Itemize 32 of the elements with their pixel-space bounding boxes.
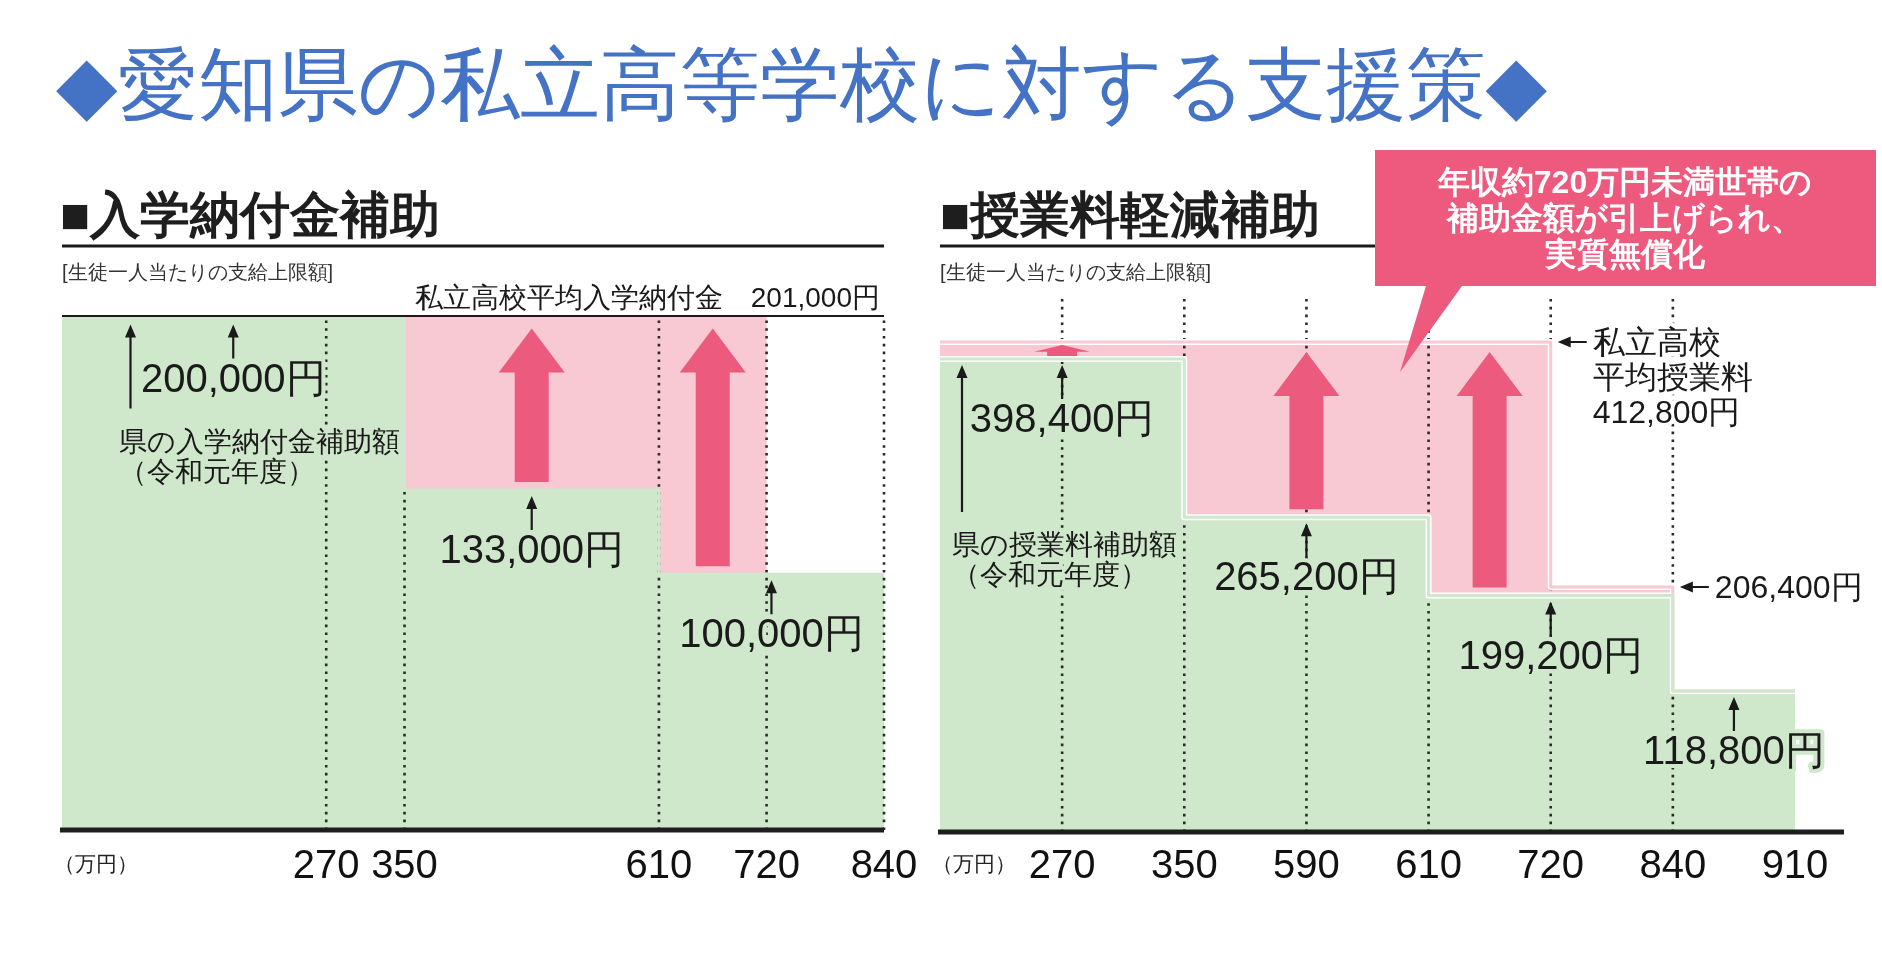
- x-tick-label: 350: [1150, 842, 1218, 886]
- data-label: 206,400円: [1714, 569, 1863, 605]
- data-label: 100,000円: [679, 611, 864, 656]
- x-tick-label: 720: [733, 842, 800, 886]
- data-label: 199,200円: [1458, 632, 1644, 677]
- text: 年収約720万円未満世帯の補助金額が引上げられ、実質無償化: [1436, 164, 1813, 272]
- x-tick-label: 840: [1639, 842, 1707, 886]
- x-tick-label: 270: [292, 842, 360, 886]
- data-label: 398,400円: [969, 396, 1155, 441]
- chart-subtitle: [生徒一人当たりの支給上限額]: [940, 261, 1212, 283]
- x-tick-label: 350: [371, 842, 438, 886]
- data-label: 265,200円: [1214, 554, 1399, 599]
- data-label: 200,000円: [140, 355, 326, 400]
- x-axis-title: （万円）: [932, 852, 1016, 875]
- x-tick-label: 270: [1028, 842, 1096, 886]
- x-tick-label: 610: [625, 842, 693, 886]
- series-label: 県の授業料補助額（令和元年度）: [952, 529, 1177, 591]
- x-tick-label: 910: [1761, 842, 1829, 886]
- data-label: 私立高校平均授業料412,800円: [1592, 324, 1753, 430]
- chart-title: ■入学納付金補助: [60, 187, 441, 243]
- chart-title: ■授業料軽減補助: [940, 187, 1321, 243]
- data-label: 118,800円: [1643, 727, 1825, 772]
- data-label: 133,000円: [439, 526, 625, 571]
- x-tick-label: 840: [850, 842, 918, 886]
- chart-subtitle: [生徒一人当たりの支給上限額]: [62, 261, 334, 283]
- x-tick-label: 720: [1517, 842, 1585, 886]
- ref-line-label: 私立高校平均入学納付金 201,000円: [414, 282, 880, 313]
- x-tick-label: 590: [1273, 842, 1340, 886]
- x-tick-label: 610: [1395, 842, 1462, 886]
- series-label: 県の入学納付金補助額（令和元年度）: [118, 425, 400, 487]
- x-axis-title: （万円）: [54, 852, 138, 875]
- text: ◆愛知県の私立高等学校に対する支援策◆: [56, 40, 1548, 129]
